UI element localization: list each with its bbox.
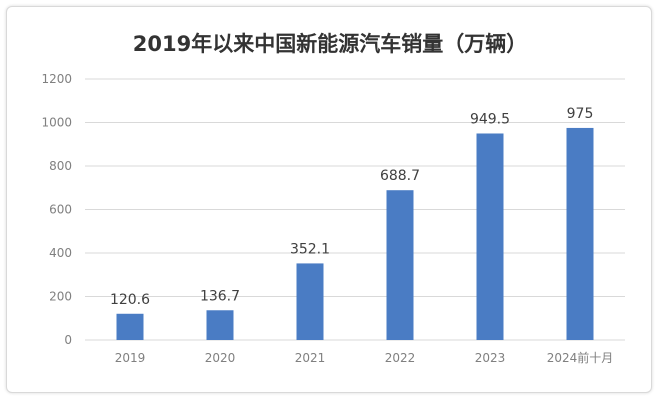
data-label: 688.7 [380,168,420,184]
gridlines [85,78,625,341]
bars [116,127,594,340]
x-tick-label: 2024前十月 [547,350,614,365]
y-tick-label: 600 [49,203,72,217]
data-label: 949.5 [470,111,510,127]
y-tick-label: 1200 [41,72,72,86]
bar [476,133,504,340]
y-tick-label: 200 [49,290,72,304]
chart-frame [6,6,652,393]
x-tick-label: 2019 [115,351,146,365]
x-tick-label: 2022 [385,351,416,365]
y-tick-label: 1000 [41,116,72,130]
data-label: 120.6 [110,292,150,308]
bar [206,310,234,340]
x-tick-label: 2020 [205,351,236,365]
y-axis-ticks: 0 200 400 600 800 1000 1200 [41,72,72,347]
y-tick-label: 400 [49,246,72,260]
bar [116,313,144,340]
chart-title: 2019年以来中国新能源汽车销量（万辆） [132,32,528,56]
x-tick-label: 2021 [295,351,326,365]
data-label: 136.7 [200,288,240,304]
x-tick-label: 2023 [475,351,506,365]
bar [296,263,324,340]
bar [566,127,594,340]
x-axis-ticks: 2019 2020 2021 2022 2023 2024前十月 [115,350,614,365]
data-label: 975 [567,106,594,122]
y-tick-label: 0 [64,333,72,347]
bar [386,190,414,340]
data-label: 352.1 [290,241,330,257]
y-tick-label: 800 [49,159,72,173]
data-labels: 120.6 136.7 352.1 688.7 949.5 975 [110,106,593,308]
